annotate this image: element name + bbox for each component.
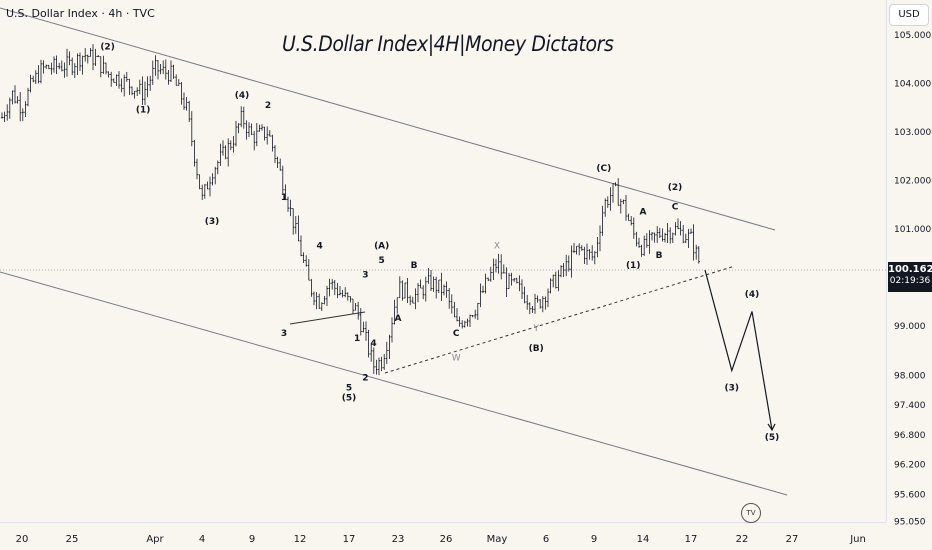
projection-line bbox=[704, 269, 773, 431]
price-tick-label: 95.600 bbox=[894, 490, 926, 500]
wave-label: X bbox=[494, 241, 500, 251]
time-tick-label: 6 bbox=[543, 534, 549, 545]
tradingview-logo-icon[interactable]: TV bbox=[741, 503, 761, 523]
wave-label: 2 bbox=[265, 101, 271, 111]
wave-label: (3) bbox=[205, 217, 220, 227]
time-tick-label: Jun bbox=[849, 534, 866, 545]
price-tick-label: 96.200 bbox=[894, 461, 926, 471]
projection-arrowhead bbox=[767, 423, 776, 432]
price-tick-label: 98.000 bbox=[894, 372, 926, 382]
wave-label: 2 bbox=[362, 373, 368, 383]
wave-label: W bbox=[452, 354, 461, 364]
wave-labels: (2)(1)(4)21(3)43(A)531 452(5)BACWXY(B)(C)… bbox=[100, 43, 779, 443]
wave-label: 3 bbox=[281, 329, 287, 339]
currency-button[interactable]: USD bbox=[889, 4, 929, 26]
wave-label: 1 bbox=[354, 334, 360, 344]
wave4-trendline bbox=[289, 311, 366, 325]
wave-label: B bbox=[411, 261, 418, 271]
time-tick-label: 20 bbox=[16, 534, 29, 545]
wave-label: 4 bbox=[316, 241, 322, 251]
wave-label: (4) bbox=[235, 91, 250, 101]
wave-label: Y bbox=[532, 324, 539, 334]
wave-label: (C) bbox=[596, 164, 611, 174]
price-tick-label: 104.000 bbox=[894, 80, 931, 90]
price-tick-label: 99.000 bbox=[894, 322, 926, 332]
wave-label: 1 bbox=[281, 193, 287, 203]
symbol-header[interactable]: U.S. Dollar Index · 4h · TVC bbox=[6, 7, 155, 20]
wave-label: (2) bbox=[668, 183, 683, 193]
price-tick-label: 105.000 bbox=[894, 31, 931, 41]
time-tick-label: 26 bbox=[440, 534, 453, 545]
time-tick-label: 4 bbox=[199, 534, 205, 545]
current-price: 100.162 bbox=[888, 264, 932, 275]
time-tick-label: 12 bbox=[294, 534, 307, 545]
time-tick-label: Apr bbox=[146, 534, 164, 545]
chart-title: U.S.Dollar Index|4H|Money Dictators bbox=[282, 32, 614, 56]
time-tick-label: 9 bbox=[591, 534, 597, 545]
wave-label: (B) bbox=[529, 344, 544, 354]
wave-label: A bbox=[640, 207, 647, 217]
price-tick-label: 95.050 bbox=[894, 518, 926, 528]
upper-channel-line bbox=[0, 7, 776, 231]
wave-label: (5) bbox=[765, 433, 780, 443]
bar-countdown: 02:19:36 bbox=[889, 276, 931, 286]
channel-lines bbox=[0, 7, 886, 496]
wave-label: (A) bbox=[374, 241, 389, 251]
wave-label: (2) bbox=[100, 43, 115, 53]
time-tick-label: 17 bbox=[343, 534, 356, 545]
price-tick-label: 102.000 bbox=[894, 177, 931, 187]
wave-label: (1) bbox=[136, 106, 151, 116]
wave-label: (4) bbox=[745, 290, 760, 300]
wave-label: 3 bbox=[362, 271, 368, 281]
time-tick-label: 14 bbox=[637, 534, 650, 545]
wave-label: 4 bbox=[370, 339, 376, 349]
wave-label: 5 bbox=[379, 256, 385, 266]
support-trendline bbox=[384, 265, 736, 374]
price-tick-label: 103.000 bbox=[894, 128, 931, 138]
time-tick-label: May bbox=[487, 534, 508, 545]
price-scale-border bbox=[886, 0, 887, 522]
wave-label: C bbox=[453, 329, 460, 339]
price-tick-label: 97.400 bbox=[894, 401, 926, 411]
time-scale[interactable]: 20 25 Apr 4 9 12 17 23 26 May 6 9 14 17 22 27 Jun bbox=[16, 534, 866, 545]
wave-label: (3) bbox=[725, 383, 740, 393]
time-scale-border bbox=[0, 522, 886, 523]
projection-path bbox=[704, 269, 776, 432]
time-tick-label: 9 bbox=[249, 534, 255, 545]
wave-label: C bbox=[672, 203, 679, 213]
wave-label: (1) bbox=[626, 261, 641, 271]
candlestick-series bbox=[0, 44, 700, 376]
time-tick-label: 25 bbox=[66, 534, 79, 545]
current-price-badge: 100.162 02:19:36 bbox=[888, 262, 932, 292]
wave-label: 5 bbox=[346, 383, 352, 393]
lower-channel-line bbox=[0, 271, 788, 496]
price-tick-label: 101.000 bbox=[894, 225, 931, 235]
wave-label: B bbox=[656, 251, 663, 261]
price-scale[interactable]: 105.000 104.000 103.000 102.000 101.000 99.00… bbox=[894, 31, 931, 528]
price-tick-label: 96.800 bbox=[894, 431, 926, 441]
time-tick-label: 22 bbox=[736, 534, 749, 545]
wave-label: (5) bbox=[342, 393, 357, 403]
time-tick-label: 17 bbox=[685, 534, 698, 545]
wave-label: A bbox=[395, 314, 402, 324]
time-tick-label: 23 bbox=[392, 534, 405, 545]
time-tick-label: 27 bbox=[786, 534, 799, 545]
